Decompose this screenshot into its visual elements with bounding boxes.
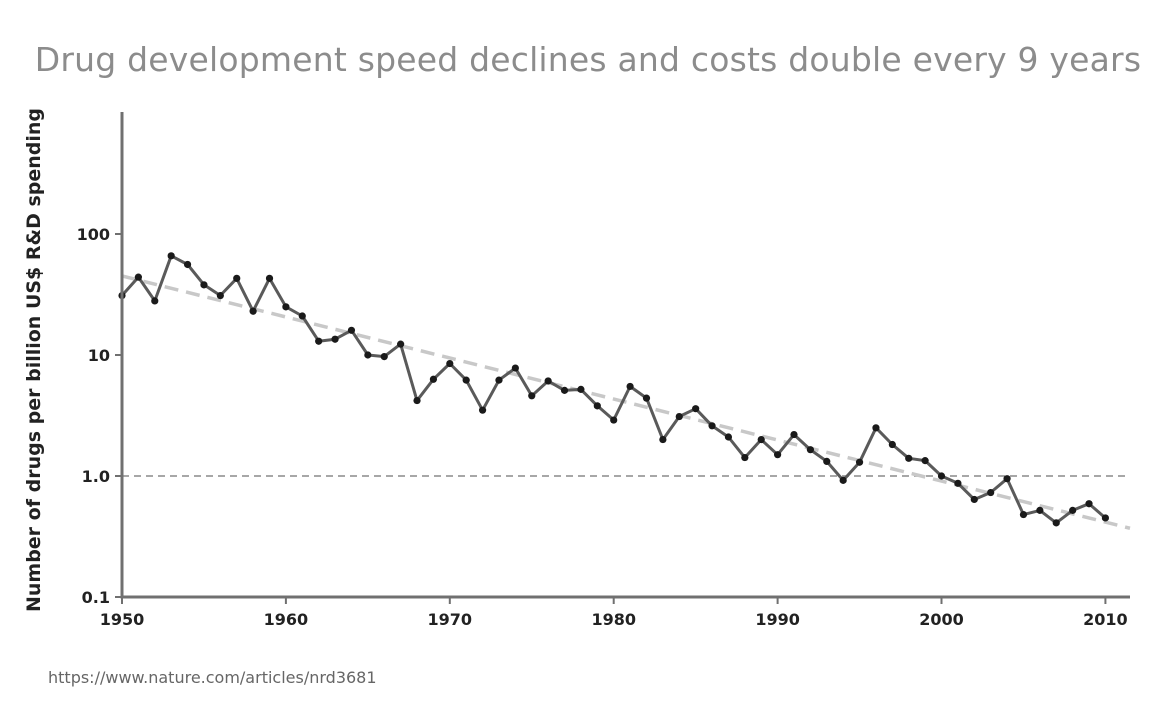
data-point-1979 [593, 402, 601, 410]
data-point-2002 [970, 495, 978, 504]
data-point-1957 [233, 274, 241, 282]
data-point-1963 [331, 335, 339, 343]
x-tick-label-1990: 1990 [755, 610, 800, 629]
ticks-layer: 1950 1960 1970 1980 1990 2000 2010 0.1 1.0 10 100 [77, 225, 1128, 629]
data-point-1961 [298, 312, 306, 320]
data-point-1985 [692, 405, 700, 413]
data-point-1973 [495, 376, 503, 384]
data-point-1982 [642, 394, 651, 402]
data-point-2000 [937, 472, 946, 480]
x-tick-label-1960: 1960 [264, 610, 309, 629]
data-point-1972 [478, 406, 487, 414]
data-point-1991 [790, 430, 798, 439]
data-point-1958 [249, 307, 257, 315]
data-point-1965 [364, 351, 372, 359]
data-point-1990 [774, 451, 782, 459]
data-point-2004 [1003, 475, 1011, 483]
data-point-1960 [282, 303, 290, 311]
data-point-2010 [1101, 514, 1110, 522]
data-point-1997 [888, 440, 896, 449]
data-point-2001 [954, 479, 962, 487]
data-point-1974 [511, 364, 519, 372]
x-tick-label-2000: 2000 [919, 610, 964, 629]
data-point-1967 [397, 340, 405, 348]
data-point-1959 [265, 274, 274, 282]
data-point-1989 [757, 435, 765, 444]
data-point-1953 [167, 252, 175, 260]
data-point-1988 [741, 453, 749, 462]
data-point-1993 [823, 457, 831, 466]
data-point-1966 [380, 353, 388, 361]
trend-line [121, 274, 1131, 530]
axes-layer [120, 112, 1130, 599]
data-point-1999 [921, 457, 929, 465]
data-point-1978 [577, 385, 585, 393]
data-point-1975 [528, 392, 536, 400]
data-point-1951 [134, 273, 142, 281]
data-point-2005 [1019, 510, 1028, 519]
data-point-1962 [315, 337, 323, 345]
chart-title: Drug development speed declines and cost… [34, 40, 1142, 79]
data-point-1995 [855, 458, 864, 466]
data-point-2003 [987, 488, 995, 497]
x-tick-label-1950: 1950 [100, 610, 145, 629]
data-point-1998 [905, 454, 913, 462]
y-tick-label-10: 10 [88, 346, 110, 365]
data-point-1956 [216, 291, 224, 300]
data-point-1981 [626, 382, 634, 391]
series-layer [118, 252, 1110, 527]
data-point-1994 [839, 476, 847, 484]
data-point-1954 [183, 260, 192, 269]
source-url[interactable]: https://www.nature.com/articles/nrd3681 [48, 668, 377, 687]
data-point-1969 [429, 375, 438, 383]
data-point-1968 [413, 396, 421, 405]
data-point-1987 [724, 433, 733, 441]
data-point-1976 [544, 377, 552, 385]
y-tick-label-1.0: 1.0 [82, 467, 110, 486]
y-tick-label-0.1: 0.1 [82, 588, 110, 607]
data-point-1984 [675, 412, 683, 421]
x-tick-label-1970: 1970 [428, 610, 473, 629]
data-point-1977 [560, 386, 569, 394]
data-point-1992 [806, 446, 814, 454]
data-point-2007 [1052, 519, 1060, 527]
x-tick-label-2010: 2010 [1083, 610, 1128, 629]
data-point-1964 [347, 326, 356, 334]
data-point-1955 [200, 281, 208, 289]
data-point-1970 [446, 359, 454, 368]
data-point-1952 [151, 297, 159, 305]
data-point-2008 [1069, 506, 1077, 514]
data-point-1980 [610, 416, 618, 424]
y-axis-title: Number of drugs per billion US$ R&D spen… [23, 108, 45, 612]
data-point-1983 [659, 435, 667, 444]
x-tick-label-1980: 1980 [591, 610, 636, 629]
trend-layer [121, 274, 1131, 530]
data-point-1971 [462, 376, 470, 384]
data-point-2009 [1085, 500, 1093, 508]
y-tick-label-100: 100 [77, 225, 110, 244]
data-point-1986 [708, 422, 716, 430]
data-point-2006 [1036, 506, 1044, 514]
data-point-1996 [872, 424, 880, 432]
